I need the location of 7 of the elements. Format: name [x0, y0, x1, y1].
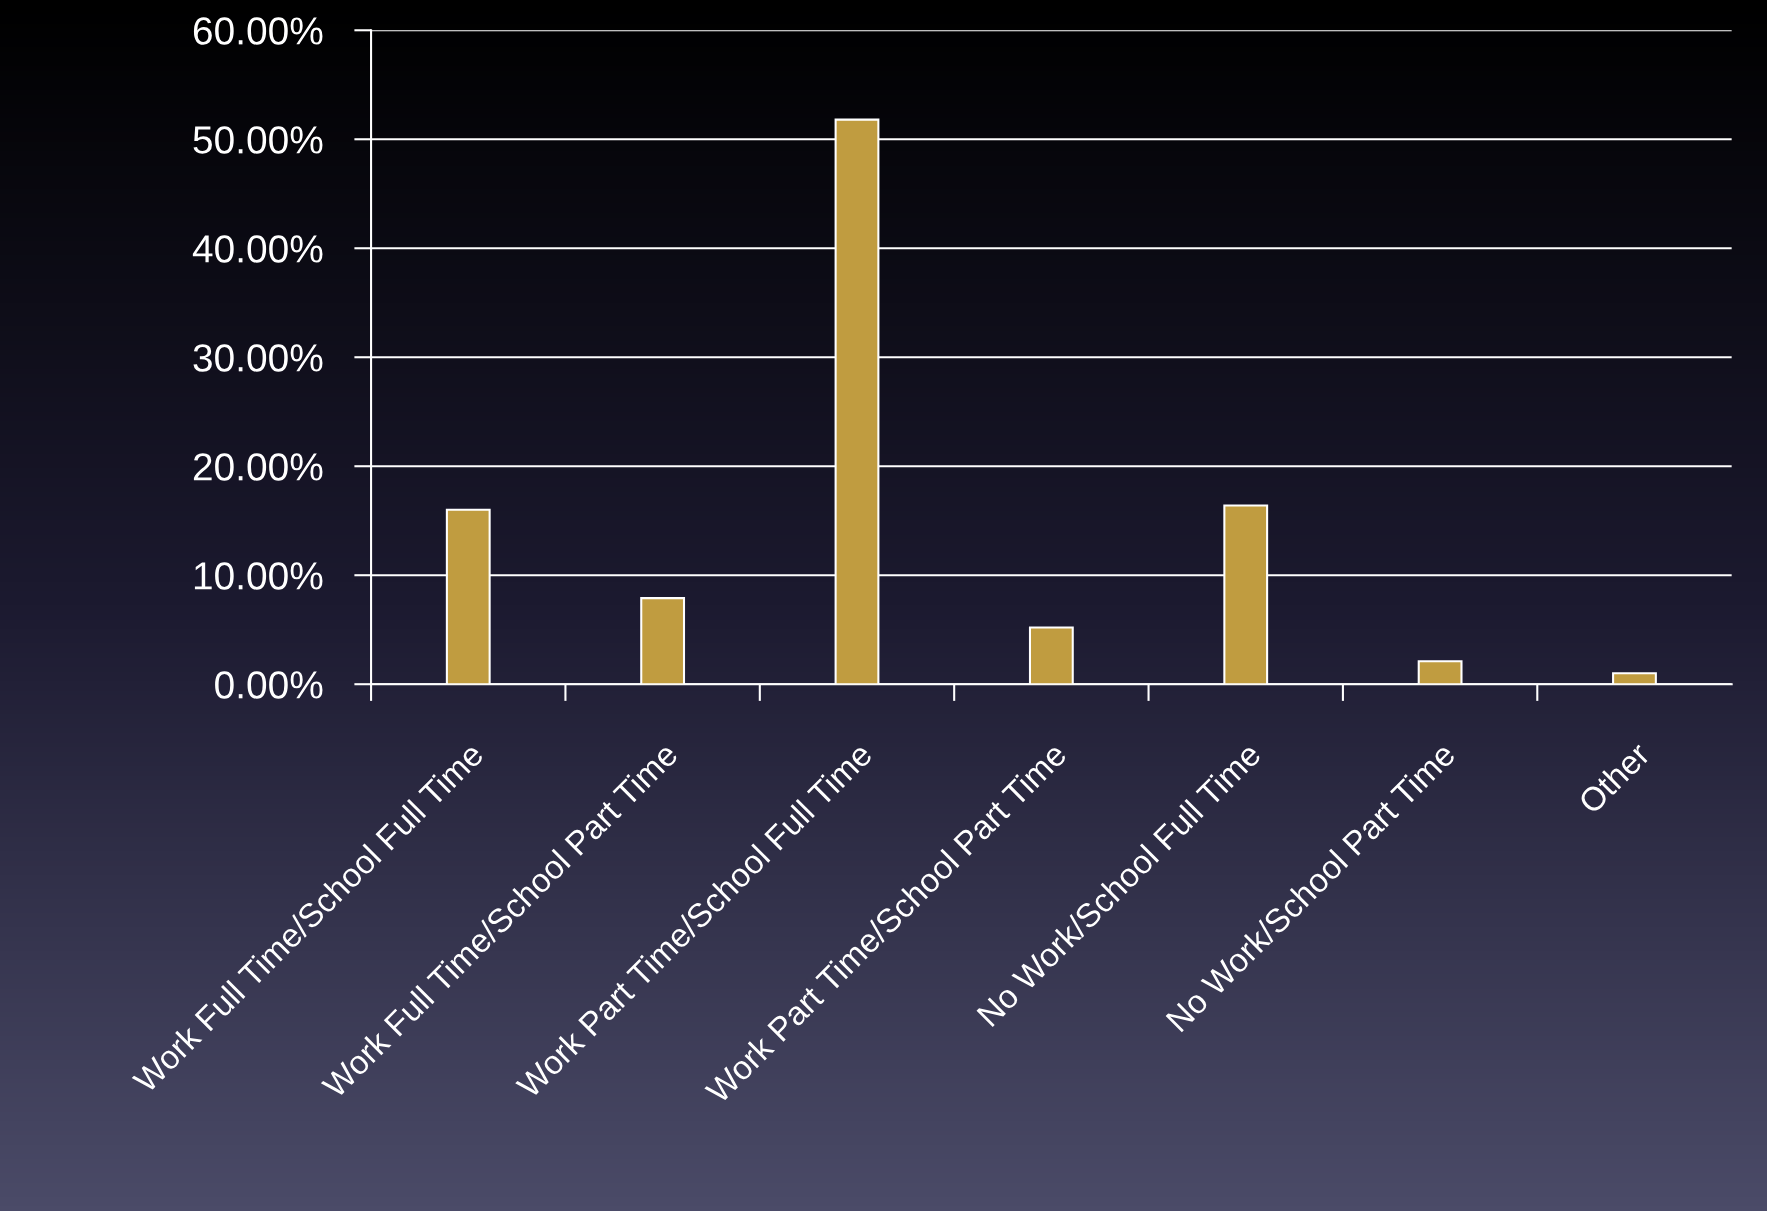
y-tick-label: 30.00%	[193, 344, 323, 372]
y-tick-label: 20.00%	[193, 453, 323, 481]
y-tick-label: 0.00%	[215, 671, 323, 699]
y-tick-label: 40.00%	[192, 235, 323, 263]
y-tick-label: 10.00%	[194, 562, 323, 590]
y-tick-label: 50.00%	[193, 126, 323, 154]
y-tick-label: 60.00%	[193, 17, 323, 45]
